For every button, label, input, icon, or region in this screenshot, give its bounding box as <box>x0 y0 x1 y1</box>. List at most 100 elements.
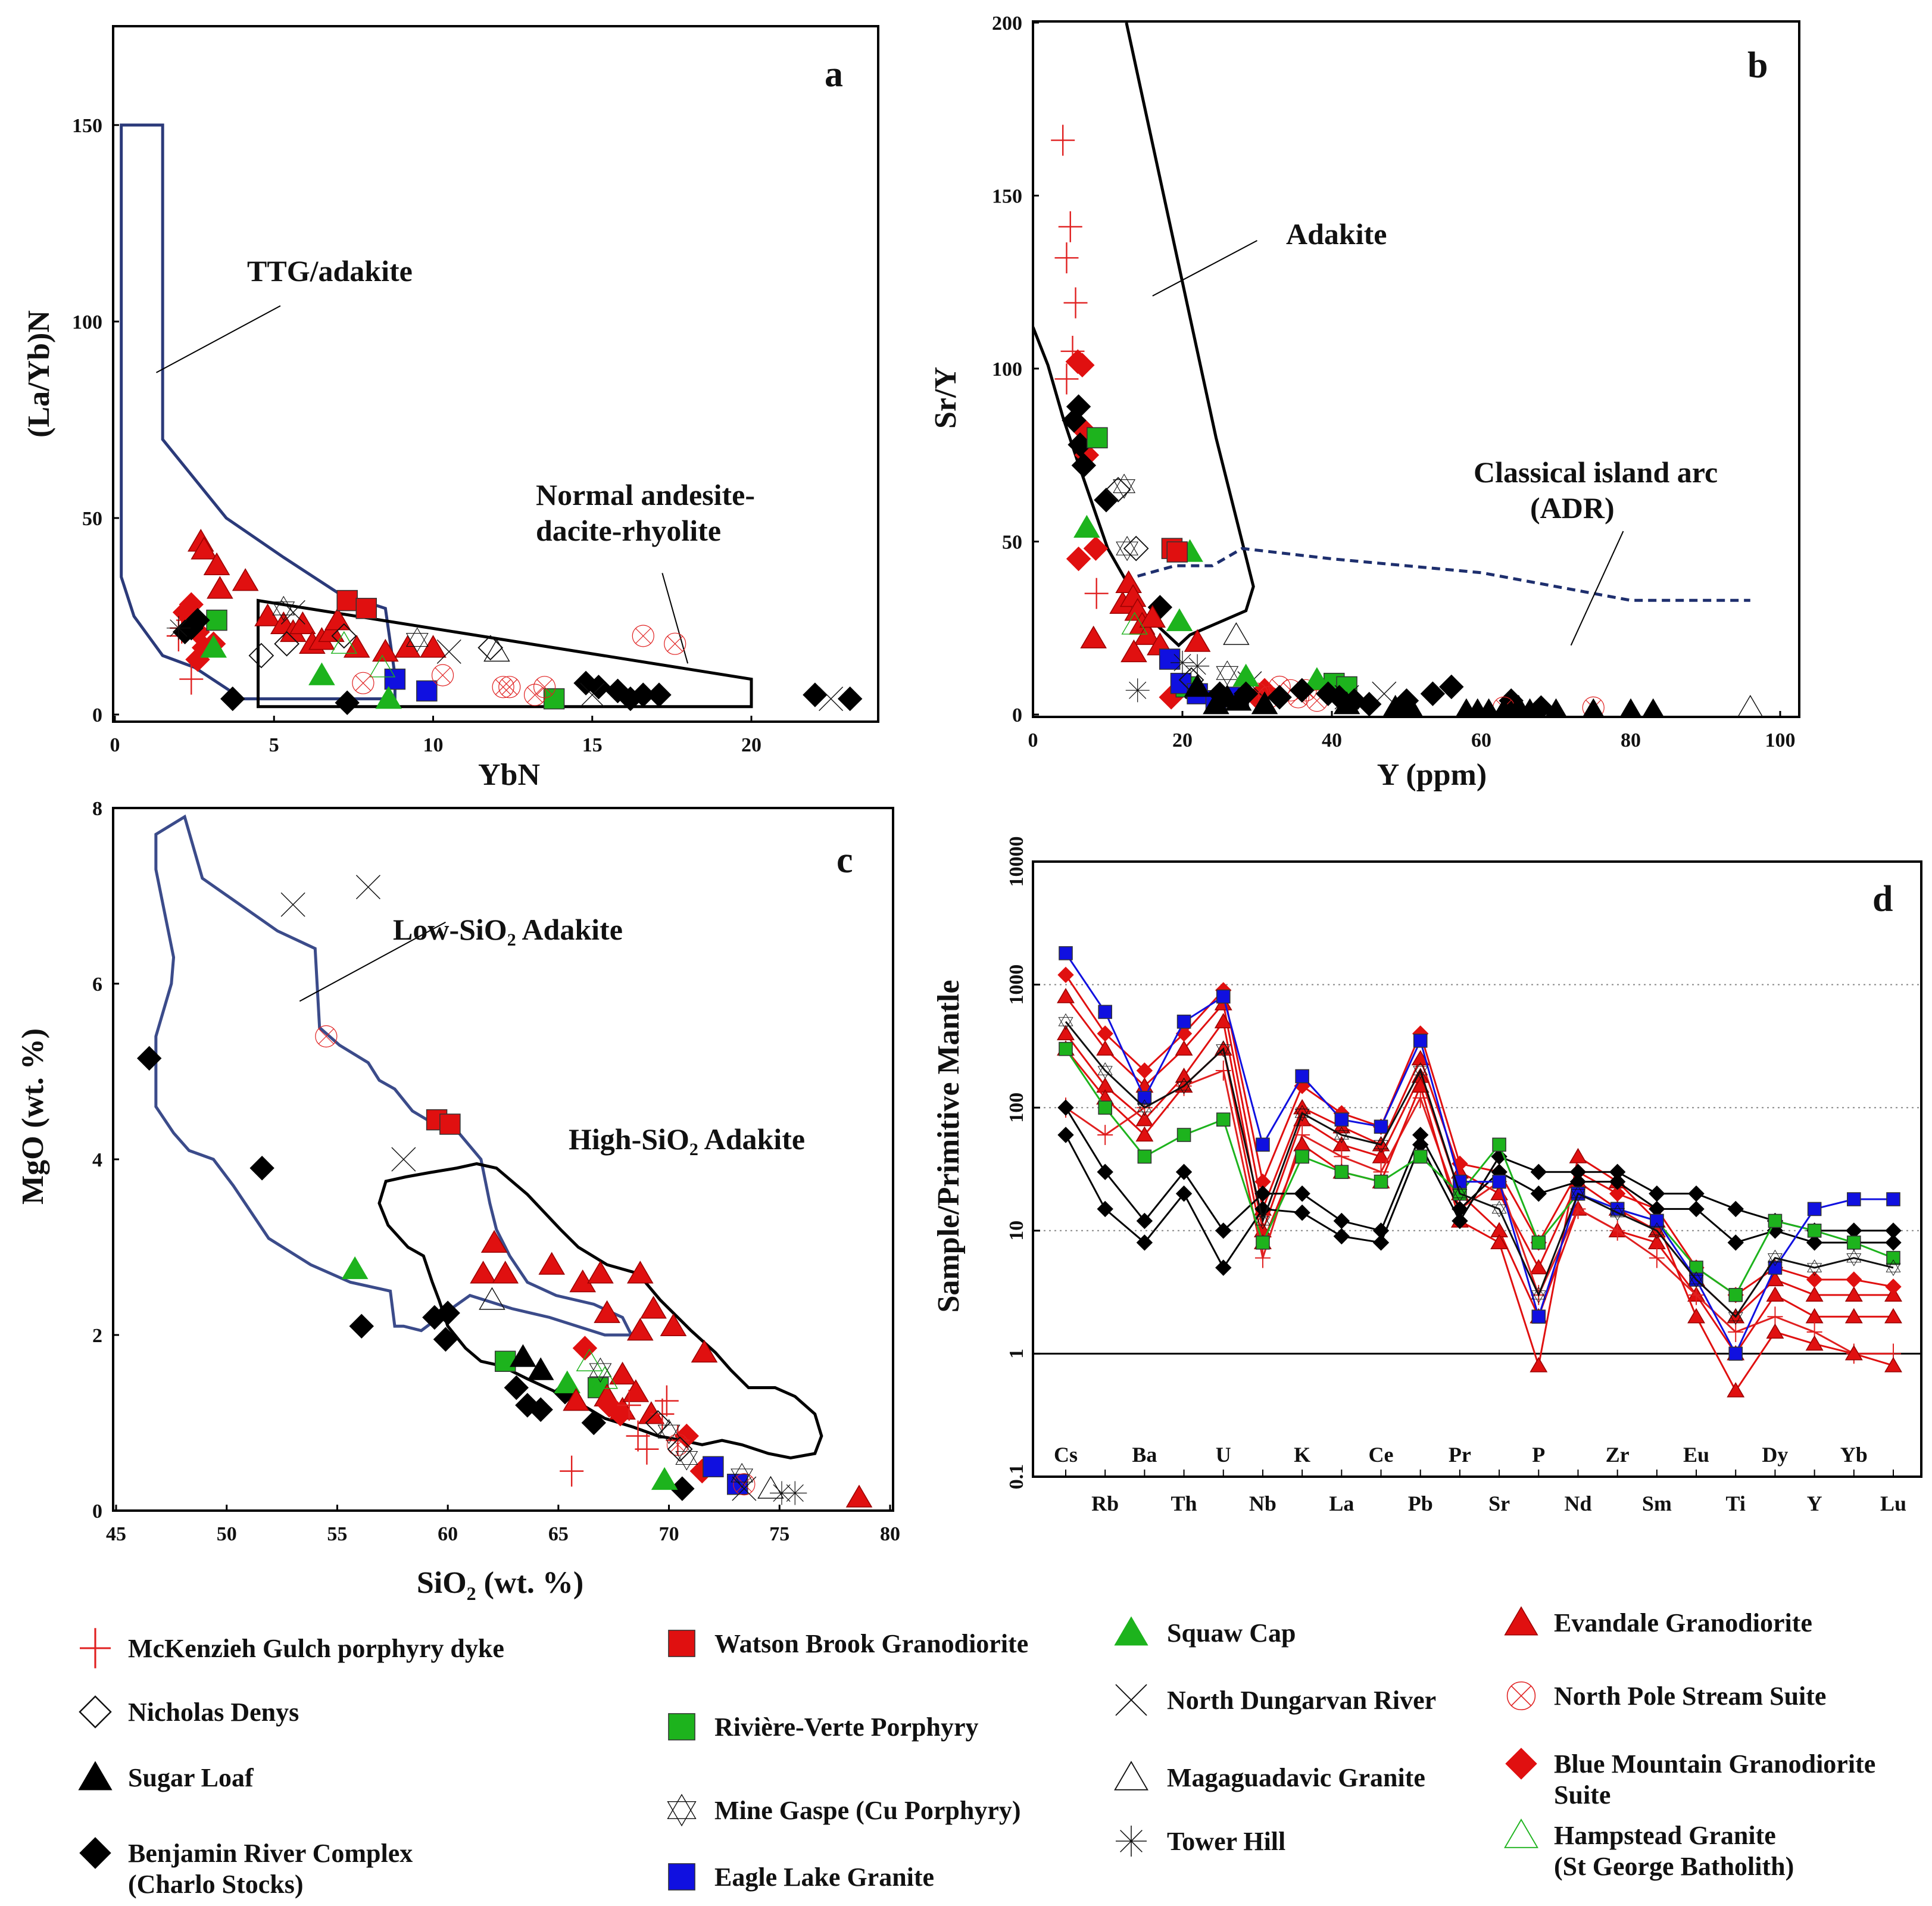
panel-d-point-evandale <box>1805 1335 1824 1351</box>
panel-d-element-label: Sr <box>1488 1492 1510 1515</box>
panel-a-field-label-normal-1: Normal andesite- <box>536 478 755 511</box>
panel-a-point-evandale <box>207 576 233 599</box>
panel-d: 0.1 1 10 100 1000 10000 Cs Rb Ba Th U Nb K La Ce Pb Pr Sr… <box>932 837 1922 1516</box>
panel-c-point-mckenzie <box>626 1420 650 1452</box>
panel-b-y-tick-label: 100 <box>992 358 1022 380</box>
panel-d-point-benjamin <box>1530 1163 1547 1180</box>
panel-a-point-benjamin <box>185 607 210 633</box>
panel-b-field-leader <box>1152 240 1257 297</box>
panel-c-letter: c <box>837 840 853 881</box>
panel-d-point-riviere <box>1847 1236 1861 1250</box>
panel-d-point-benjamin <box>1688 1185 1705 1202</box>
legend-label-hampstead: Hampstead Granite (St George Batholith) <box>1554 1821 1794 1881</box>
panel-d-element-label: Nb <box>1249 1492 1276 1515</box>
panel-c-point-mckenzie <box>617 1390 641 1421</box>
panel-a-point-dungarvan <box>436 639 461 664</box>
panel-d-point-riviere <box>1176 1128 1191 1142</box>
panel-c-field-label-low-sub: 2 <box>507 930 516 950</box>
panel-d-point-evandale <box>1214 1013 1232 1028</box>
legend-marker-bluemountain <box>1505 1748 1537 1780</box>
panel-b-point-sugarloaf <box>1478 698 1500 717</box>
panel-d-point-benjamin <box>1806 1234 1823 1251</box>
panel-d-point-mckenzie <box>1767 1306 1783 1327</box>
legend-label-sugarloaf: Sugar Loaf <box>128 1763 254 1792</box>
panel-d-point-evandale <box>1727 1382 1745 1397</box>
panel-d-point-riviere <box>1413 1149 1428 1164</box>
panel-d-point-gaspe <box>1886 1259 1901 1276</box>
panel-b-point-bluemountain <box>1070 352 1095 378</box>
panel-d-point-benjamin <box>1175 1185 1193 1202</box>
panel-d-point-benjamin <box>1372 1222 1390 1239</box>
panel-c-point-evandale <box>594 1300 620 1323</box>
panel-d-point-gaspe <box>1491 1200 1507 1218</box>
panel-c-point-gaspe <box>657 1419 681 1445</box>
panel-c-point-watson <box>439 1113 461 1135</box>
panel-b-field-0 <box>1033 22 1255 648</box>
legend-label-magaguadavic: Magaguadavic Granite <box>1167 1763 1425 1792</box>
legend-marker-benjamin <box>79 1837 111 1869</box>
panel-c-point-evandale <box>563 1388 589 1411</box>
panel-d-point-eagle <box>1886 1192 1900 1206</box>
panel-c-point-evandale <box>609 1361 636 1385</box>
panel-a-field-leader <box>156 305 281 373</box>
panel-d-point-riviere <box>1492 1137 1506 1152</box>
panel-a-y-tick-label: 150 <box>72 115 102 137</box>
panel-d-point-gaspe <box>1807 1259 1822 1276</box>
panel-c-point-evandale <box>640 1296 667 1319</box>
panel-d-point-benjamin <box>1885 1234 1902 1251</box>
panel-c-point-squaw <box>651 1467 678 1490</box>
panel-d-point-riviere <box>1295 1149 1309 1164</box>
legend-marker-nicholas <box>79 1695 112 1729</box>
panel-b-points <box>1051 124 1764 717</box>
legend-label-evandale: Evandale Granodiorite <box>1554 1608 1812 1637</box>
panel-d-point-gaspe <box>1176 1077 1192 1094</box>
panel-c-field-label-low: Low-SiO2 Adakite <box>393 913 623 950</box>
panel-b-point-gaspe <box>1113 473 1136 499</box>
panel-b-field-label-arc-1: Classical island arc <box>1474 456 1718 489</box>
panel-a-ticks: 0 5 10 15 20 0 50 100 150 <box>72 115 761 756</box>
panel-d-point-benjamin <box>1688 1200 1705 1218</box>
panel-d-point-riviere <box>1098 1100 1112 1115</box>
panel-d-point-evandale <box>1135 1126 1154 1142</box>
panel-a-point-nicholas <box>248 642 274 669</box>
panel-a-point-nicholas <box>331 623 357 649</box>
panel-b-point-benjamin <box>1207 681 1232 706</box>
panel-c-point-benjamin <box>504 1375 529 1400</box>
panel-b-point-riviere <box>1087 427 1108 448</box>
panel-d-ticks: 0.1 1 10 100 1000 10000 Cs Rb Ba Th U Nb K La Ce Pb Pr Sr… <box>1006 837 1906 1516</box>
panel-b-point-sugarloaf <box>1184 674 1211 697</box>
panel-c-field-leader <box>299 921 446 1002</box>
panel-d-series-benjamin <box>1065 1107 1893 1244</box>
panel-b-point-squaw <box>1303 667 1331 690</box>
panel-d-point-benjamin <box>1215 1259 1232 1276</box>
panel-b-point-bluemountain <box>1083 536 1109 561</box>
panel-b-point-magaguadavic <box>1223 622 1250 645</box>
panel-d-point-gaspe <box>1294 1105 1310 1122</box>
panel-c-point-gaspe <box>589 1357 612 1383</box>
panel-d-y-tick-label: 1 <box>1006 1349 1028 1359</box>
panel-c-point-mckenzie <box>654 1385 679 1417</box>
panel-d-point-benjamin <box>1727 1200 1744 1218</box>
panel-c-point-evandale <box>587 1261 614 1284</box>
panel-b-point-benjamin <box>1233 681 1259 706</box>
panel-a-point-northpole <box>492 676 514 698</box>
panel-d-point-gaspe <box>1097 1062 1113 1079</box>
panel-d-point-eagle <box>1492 1174 1506 1189</box>
panel-b-field-leader <box>1570 531 1624 646</box>
panel-d-point-mckenzie <box>1649 1247 1665 1268</box>
panel-d-point-bluemountain <box>1136 1062 1153 1079</box>
panel-b-point-magaguadavic <box>1737 694 1764 717</box>
panel-b-point-sugarloaf <box>1545 698 1567 717</box>
panel-d-element-label: Yb <box>1840 1443 1868 1467</box>
panel-d-point-riviere <box>1886 1250 1900 1265</box>
panel-b-x-tick-label: 0 <box>1028 729 1038 751</box>
panel-c-point-sugarloaf <box>510 1344 536 1367</box>
panel-c-point-bluemountain <box>608 1402 633 1427</box>
panel-b-y-tick-label: 200 <box>992 13 1022 35</box>
panel-d-point-evandale <box>1057 1025 1075 1040</box>
legend-marker-northpole <box>1506 1681 1536 1711</box>
panel-a-field-label-normal-2: dacite-rhyolite <box>536 514 721 547</box>
panel-d-point-benjamin <box>1175 1163 1193 1180</box>
panel-c-point-gaspe <box>731 1462 754 1489</box>
panel-a-point-northpole <box>664 632 686 655</box>
